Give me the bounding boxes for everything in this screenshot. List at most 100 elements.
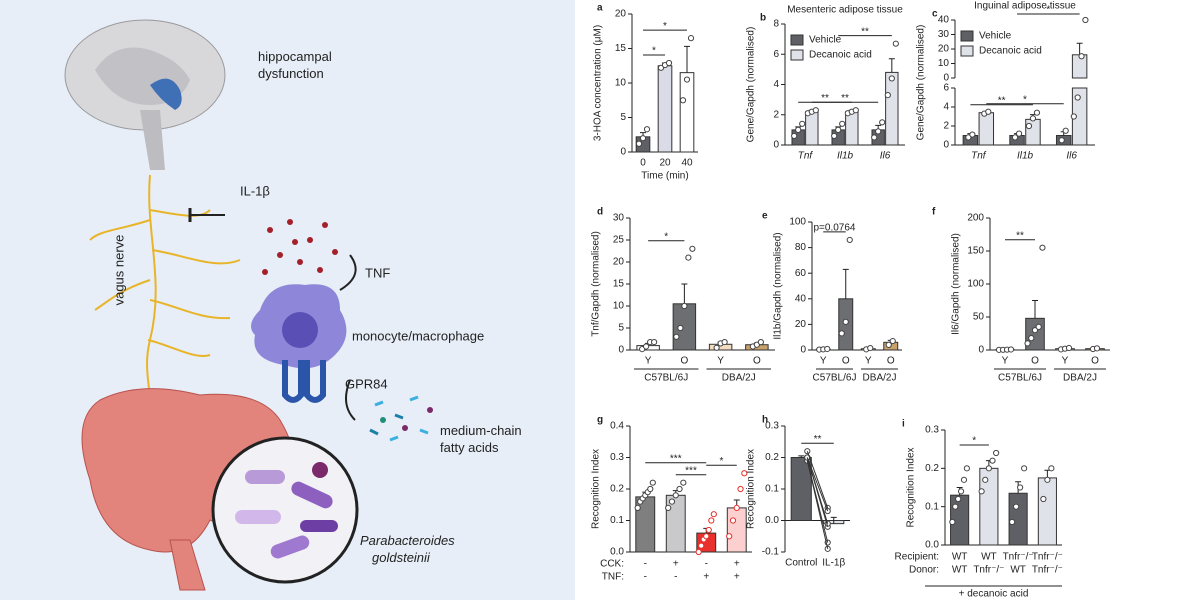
data-point	[677, 486, 682, 491]
x-tick-label: O	[1031, 356, 1039, 367]
y-tick-label: 0	[618, 345, 624, 356]
group-label: DBA/2J	[863, 373, 897, 384]
y-tick-label: 20	[615, 9, 627, 20]
sig-label: **	[841, 93, 849, 104]
data-point	[1079, 54, 1084, 59]
y-tick-label: 0	[620, 147, 626, 158]
y-tick-label: 15	[615, 43, 627, 54]
row-value: -	[644, 559, 647, 570]
y-tick-label: 80	[795, 242, 807, 253]
data-point	[792, 133, 797, 138]
data-point	[644, 127, 649, 132]
y-tick-label: 60	[795, 268, 807, 279]
legend-swatch	[961, 46, 973, 56]
data-point	[722, 339, 727, 344]
sig-label: ***	[670, 453, 682, 464]
y-tick-label: 0.3	[610, 452, 624, 463]
bar	[658, 66, 672, 152]
data-point	[652, 339, 657, 344]
data-point	[893, 41, 898, 46]
data-point	[889, 76, 894, 81]
data-point	[648, 486, 653, 491]
y-tick-label: 5	[620, 112, 626, 123]
row-value: Tnfr⁻/⁻	[1032, 552, 1063, 563]
data-point	[640, 136, 645, 141]
y-tick-label: 0.2	[610, 484, 624, 495]
data-point	[669, 499, 674, 504]
panel-title: Mesenteric adipose tissue	[787, 5, 903, 16]
y-tick-label: 0.0	[610, 547, 624, 558]
data-point	[714, 345, 719, 350]
data-point	[1026, 123, 1031, 128]
x-tick-label: O	[753, 356, 761, 367]
legend-label: Decanoic acid	[979, 46, 1042, 57]
footnote: + decanoic acid	[959, 589, 1029, 600]
data-point	[674, 334, 679, 339]
bar	[727, 508, 746, 552]
data-point	[964, 466, 969, 471]
data-point	[673, 493, 678, 498]
legend-label: Vehicle	[809, 35, 842, 46]
y-tick-label: 4	[773, 79, 779, 90]
x-tick-label: Tnf	[798, 151, 814, 162]
bar	[979, 113, 993, 145]
data-point	[990, 458, 995, 463]
data-point	[1075, 95, 1080, 100]
row-label: Recipient:	[895, 552, 939, 563]
y-tick-label: 0.1	[765, 484, 779, 495]
data-point	[1049, 466, 1054, 471]
y-tick-label: 0	[800, 345, 806, 356]
cell-label: monocyte/macrophage	[352, 328, 484, 343]
y-tick-label: 4	[943, 102, 949, 113]
row-value: +	[734, 559, 740, 570]
y-tick-label: 100	[789, 217, 806, 228]
y-tick-label: 150	[967, 246, 984, 257]
y-tick-label: 0.3	[765, 421, 779, 432]
bar	[666, 495, 685, 552]
label-line: hippocampal	[258, 49, 332, 64]
data-point	[970, 132, 975, 137]
sig-label: *	[1046, 5, 1050, 16]
y-tick-label: 0	[943, 73, 949, 84]
data-point	[958, 489, 963, 494]
x-tick-label: Il1b	[837, 151, 854, 162]
x-tick-label: Y	[1062, 356, 1069, 367]
row-value: WT	[952, 565, 968, 576]
x-tick-label: Control	[785, 558, 817, 569]
data-point	[950, 519, 955, 524]
data-point	[1016, 131, 1021, 136]
y-tick-label: 6	[773, 49, 779, 60]
y-tick-label: 50	[973, 312, 985, 323]
data-point	[796, 127, 801, 132]
data-point	[682, 303, 687, 308]
data-point	[979, 489, 984, 494]
data-point	[876, 129, 881, 134]
sig-label: *	[652, 46, 656, 57]
receptor-label: GPR84	[345, 376, 388, 391]
y-axis-label: Recognition Index	[906, 447, 917, 527]
group-label: DBA/2J	[1063, 373, 1097, 384]
bar	[806, 112, 818, 145]
data-point	[758, 339, 763, 344]
row-label: Donor:	[909, 565, 939, 576]
y-tick-label: 40	[938, 15, 950, 26]
data-point	[1010, 519, 1015, 524]
x-axis-label: Time (min)	[641, 171, 688, 182]
y-tick-label: 0.2	[765, 452, 779, 463]
data-point	[711, 512, 716, 517]
data-point	[832, 133, 837, 138]
data-point	[1040, 245, 1045, 250]
data-point	[953, 504, 958, 509]
data-point	[1045, 477, 1050, 482]
sig-label: *	[1023, 94, 1027, 105]
y-axis-label: Il1b/Gapdh (normalised)	[773, 232, 784, 339]
x-tick-label: Il6	[1066, 151, 1077, 162]
data-point	[880, 120, 885, 125]
data-point	[684, 77, 689, 82]
y-tick-label: 6	[943, 83, 949, 94]
data-point	[825, 508, 830, 513]
data-point	[1025, 341, 1030, 346]
y-tick-label: 10	[613, 301, 625, 312]
data-point	[688, 36, 693, 41]
